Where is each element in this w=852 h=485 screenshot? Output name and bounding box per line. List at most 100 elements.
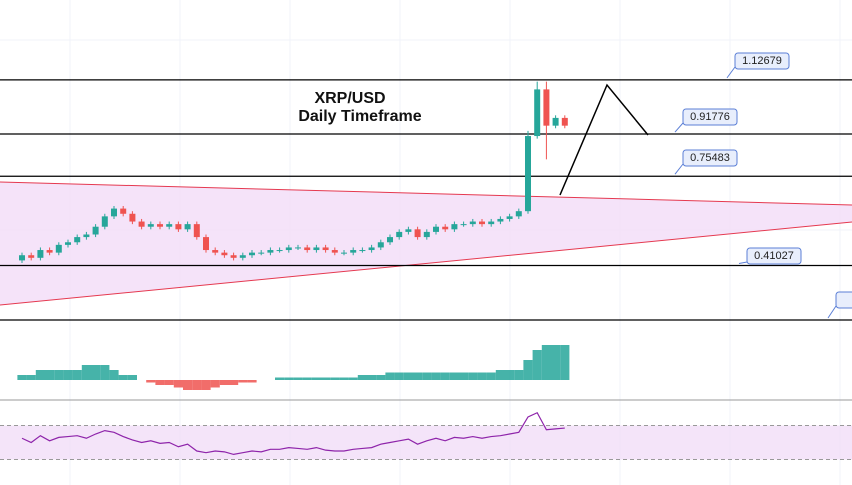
macd-bar xyxy=(514,370,524,380)
level-pointer xyxy=(674,122,684,133)
macd-bar xyxy=(192,380,202,390)
macd-bar xyxy=(348,377,358,380)
macd-bar xyxy=(201,380,211,390)
macd-bar xyxy=(284,377,294,380)
candle-body xyxy=(387,237,393,243)
rsi-line xyxy=(21,411,565,456)
macd-bar xyxy=(376,375,386,380)
macd-bar xyxy=(173,380,183,388)
macd-bar xyxy=(523,360,533,380)
macd-bar xyxy=(477,372,487,380)
triangle-upper xyxy=(0,181,852,206)
candle-body xyxy=(359,250,366,252)
candle-body xyxy=(433,226,439,232)
candle-body xyxy=(65,242,71,245)
macd-bar xyxy=(560,345,570,380)
candle-body xyxy=(184,224,191,230)
candle-body xyxy=(74,237,81,243)
level-label: 0.75483 xyxy=(690,152,730,164)
candle-body xyxy=(138,221,145,227)
candles xyxy=(19,81,568,263)
level-pointer xyxy=(827,305,837,319)
candle-body xyxy=(46,250,53,253)
candle-body xyxy=(120,208,127,214)
macd-bar xyxy=(367,375,377,380)
candle-body xyxy=(83,234,90,238)
candle-body xyxy=(525,136,531,212)
level-label-box xyxy=(835,291,852,309)
macd-bar xyxy=(81,365,91,380)
candle-body xyxy=(193,224,200,238)
candle-body xyxy=(313,247,320,251)
macd-bar xyxy=(413,372,423,380)
candle-body xyxy=(423,231,430,238)
macd-bar xyxy=(385,372,395,380)
macd-bar xyxy=(311,377,321,380)
macd-bar xyxy=(72,370,82,380)
macd-bar xyxy=(394,372,404,380)
level-label-box xyxy=(682,149,738,167)
candle-body xyxy=(460,224,467,226)
level-label-box xyxy=(734,52,790,70)
chart-title: XRP/USD xyxy=(314,90,385,107)
macd-bar xyxy=(459,372,469,380)
candle-body xyxy=(479,221,485,225)
macd-bar xyxy=(330,377,340,380)
macd-bar xyxy=(422,372,432,380)
candle-body xyxy=(28,255,35,258)
candle-body xyxy=(488,221,495,225)
candle-body xyxy=(331,250,338,253)
candle-body xyxy=(55,244,62,253)
candle-body xyxy=(451,224,458,230)
candle-body xyxy=(276,250,283,252)
macd-bar xyxy=(219,380,229,385)
candle-body xyxy=(469,221,476,225)
candle-body xyxy=(295,247,301,249)
macd-bar xyxy=(229,380,239,385)
candle-body xyxy=(175,224,182,230)
candle-body xyxy=(239,255,246,258)
candle-body xyxy=(497,218,504,222)
candle-body xyxy=(322,247,329,251)
macd-bar xyxy=(495,370,505,380)
candle-body xyxy=(166,224,173,227)
candle-body xyxy=(377,242,384,248)
macd-pane xyxy=(17,345,570,390)
candle-body xyxy=(203,237,209,251)
candle-body xyxy=(304,247,311,251)
candle-body xyxy=(414,229,421,238)
macd-bar xyxy=(431,372,441,380)
macd-bar xyxy=(293,377,303,380)
candle-body xyxy=(285,247,292,251)
level-pointer xyxy=(674,163,684,175)
level-label-box xyxy=(746,247,802,265)
candle-body xyxy=(350,250,357,253)
candle-body xyxy=(230,255,237,258)
macd-bar xyxy=(275,377,285,380)
macd-bar xyxy=(164,380,174,385)
triangle-lower xyxy=(0,221,852,306)
chart-subtitle: Daily Timeframe xyxy=(298,108,421,125)
candle-body xyxy=(561,117,568,126)
macd-bar xyxy=(155,380,165,385)
macd-bar xyxy=(63,370,73,380)
candle-body xyxy=(368,247,375,251)
candle-body xyxy=(221,252,228,256)
level-pointer xyxy=(738,261,748,265)
macd-bar xyxy=(449,372,459,380)
macd-bar xyxy=(118,375,128,380)
macd-bar xyxy=(210,380,220,388)
macd-bar xyxy=(35,370,45,380)
macd-bar xyxy=(468,372,478,380)
macd-bar xyxy=(541,345,551,380)
macd-bar xyxy=(26,375,36,380)
candle-body xyxy=(267,250,274,253)
candle-body xyxy=(111,208,117,217)
candle-body xyxy=(405,229,412,232)
candle-body xyxy=(506,216,513,219)
level-label: 0.91776 xyxy=(690,111,730,123)
rsi-band xyxy=(0,425,852,460)
macd-bar xyxy=(45,370,55,380)
candle-body xyxy=(92,226,99,235)
